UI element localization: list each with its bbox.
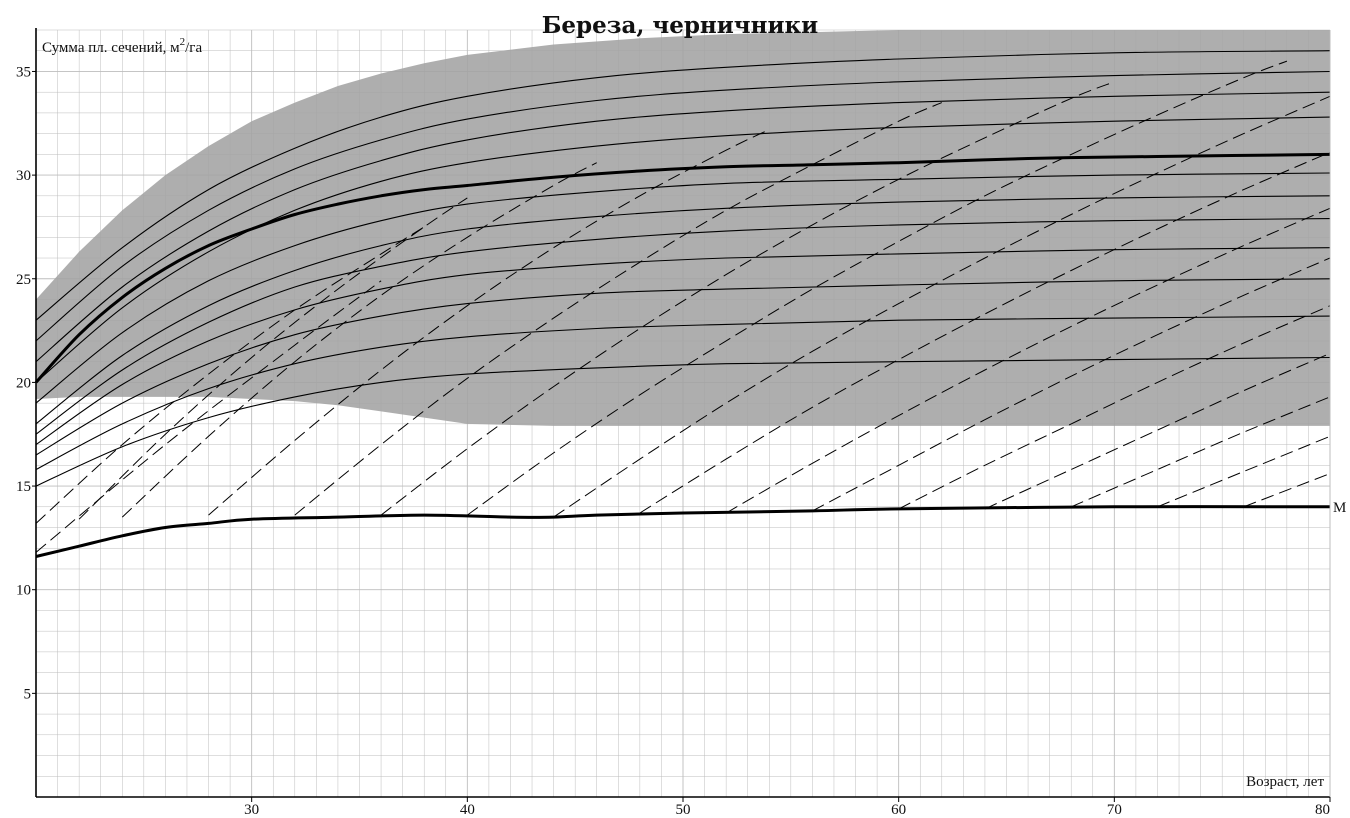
chart-title: Береза, черничники (542, 12, 818, 39)
dashed-isoline (380, 81, 1115, 516)
dashed-isolines (35, 60, 1331, 553)
y-tick-label: 10 (16, 583, 31, 599)
y-tick-label: 15 (16, 479, 31, 495)
y-axis-label-main: Сумма пл. сечений, м (42, 40, 180, 56)
x-tick-label: 40 (460, 802, 475, 818)
series-line (35, 218, 1331, 435)
y-tick-label: 35 (16, 64, 31, 80)
dashed-isoline (294, 102, 942, 516)
y-tick-label: 25 (16, 272, 31, 288)
y-axis-label-tail: /га (185, 40, 202, 56)
x-tick-label: 70 (1107, 802, 1122, 818)
dashed-isoline (35, 280, 382, 553)
series-line (35, 278, 1331, 456)
series-line (35, 356, 1331, 487)
series-line (35, 91, 1331, 363)
x-tick-label: 80 (1315, 802, 1330, 818)
series-line (35, 172, 1331, 404)
x-tick-label: 30 (244, 802, 259, 818)
dashed-isoline (898, 305, 1331, 510)
series-line (34, 152, 1331, 384)
series-line (35, 315, 1331, 470)
dashed-isoline (812, 257, 1331, 512)
dashed-isoline (35, 226, 425, 524)
y-tick-label: 5 (24, 686, 32, 702)
series-line (35, 70, 1331, 342)
dashed-isoline (984, 352, 1331, 510)
y-tick-label: 30 (16, 168, 31, 184)
dashed-isoline (467, 60, 1288, 516)
y-axis-label-sup: 2 (180, 36, 186, 48)
series-line (35, 50, 1331, 321)
series-line-m (35, 505, 1331, 558)
dashed-isoline (553, 95, 1331, 518)
m-curve-label: М (1333, 500, 1346, 516)
dashed-isoline (78, 197, 468, 520)
dashed-isoline (639, 151, 1331, 514)
dashed-isoline (725, 207, 1331, 514)
dashed-isoline (1071, 396, 1331, 508)
series-line (35, 195, 1331, 425)
y-tick-label: 20 (16, 375, 31, 391)
confidence-band (36, 30, 1330, 426)
x-axis-label: Возраст, лет (1246, 774, 1324, 790)
y-axis-label: Сумма пл. сечений, м2/га (42, 36, 202, 56)
tick-labels: 30 40 50 60 70 80 5 10 15 20 25 30 35 (16, 64, 1331, 818)
dashed-isoline (1243, 473, 1331, 508)
dashed-isoline (1157, 435, 1331, 508)
x-tick-label: 50 (676, 802, 691, 818)
series-line (35, 247, 1331, 446)
dashed-isoline (208, 129, 770, 516)
series-lines (34, 50, 1331, 558)
dashed-isoline (121, 162, 597, 518)
series-line (35, 116, 1331, 383)
x-tick-label: 60 (891, 802, 906, 818)
